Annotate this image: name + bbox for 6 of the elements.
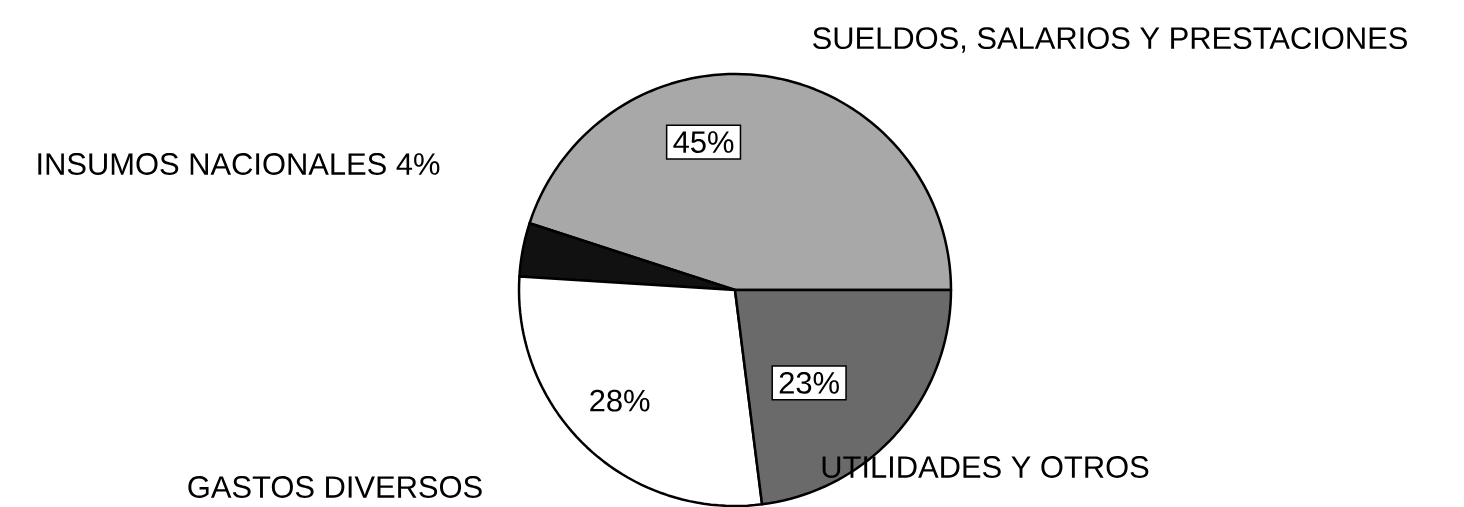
data-label: 28%: [590, 389, 650, 412]
slice-label: INSUMOS NACIONALES 4%: [38, 153, 440, 175]
data-label: 45%: [673, 131, 734, 153]
slice-label: SUELDOS, SALARIOS Y PRESTACIONES: [813, 27, 1407, 53]
data-label: 23%: [779, 371, 839, 394]
slice-label: GASTOS DIVERSOS: [188, 476, 482, 498]
